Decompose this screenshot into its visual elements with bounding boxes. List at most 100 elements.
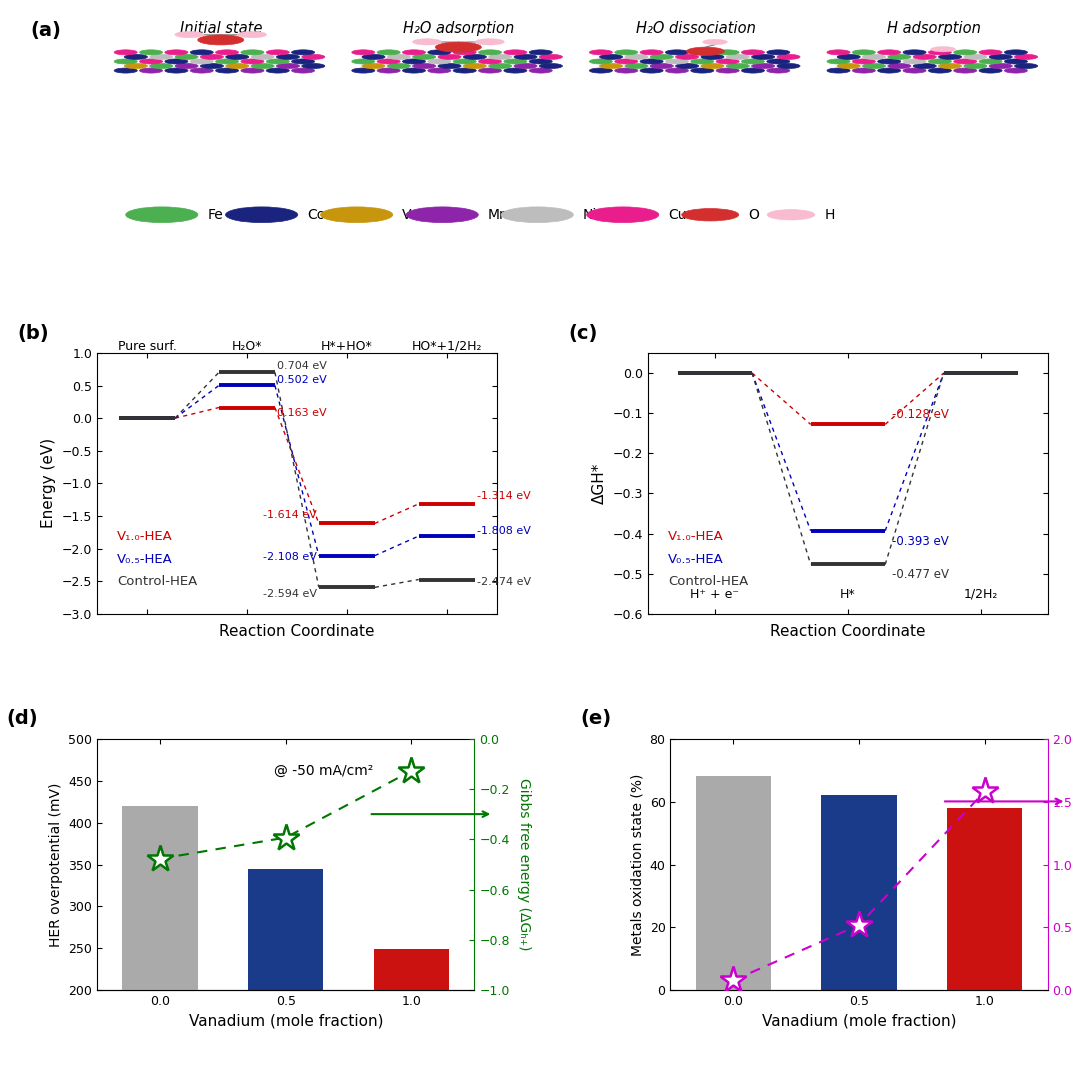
Circle shape (1014, 64, 1038, 68)
Circle shape (124, 64, 148, 68)
Circle shape (903, 50, 926, 55)
Circle shape (903, 59, 926, 64)
Circle shape (292, 50, 314, 55)
Circle shape (888, 64, 910, 68)
Circle shape (615, 68, 638, 73)
Circle shape (963, 54, 987, 60)
Circle shape (863, 54, 886, 60)
Circle shape (377, 59, 401, 64)
Circle shape (504, 68, 527, 73)
Circle shape (190, 68, 213, 73)
Circle shape (428, 50, 450, 55)
Text: (a): (a) (30, 21, 62, 40)
Circle shape (428, 68, 450, 73)
Circle shape (625, 54, 648, 60)
Circle shape (406, 207, 478, 223)
Circle shape (767, 59, 789, 64)
Circle shape (139, 59, 163, 64)
Circle shape (388, 54, 410, 60)
Circle shape (251, 64, 274, 68)
Text: V₀.₅-HEA: V₀.₅-HEA (117, 553, 173, 566)
Text: -1.808 eV: -1.808 eV (476, 526, 530, 536)
Circle shape (238, 31, 267, 37)
Circle shape (852, 50, 876, 55)
Circle shape (190, 50, 213, 55)
Circle shape (599, 54, 623, 60)
Circle shape (388, 64, 410, 68)
Circle shape (201, 64, 224, 68)
Circle shape (939, 64, 961, 68)
Text: V₁.₀-HEA: V₁.₀-HEA (669, 530, 724, 543)
Circle shape (1004, 50, 1027, 55)
Text: HO*+1/2H₂: HO*+1/2H₂ (411, 340, 482, 353)
Circle shape (454, 59, 476, 64)
Circle shape (837, 64, 861, 68)
Circle shape (139, 50, 163, 55)
Circle shape (777, 54, 800, 60)
Text: H adsorption: H adsorption (887, 21, 981, 36)
Circle shape (478, 50, 501, 55)
Circle shape (501, 207, 573, 223)
Circle shape (752, 64, 774, 68)
Text: H*: H* (840, 588, 855, 601)
Text: Mn: Mn (488, 208, 509, 222)
Text: (e): (e) (580, 709, 611, 728)
Circle shape (139, 68, 163, 73)
Circle shape (478, 68, 501, 73)
Text: H₂O*: H₂O* (232, 340, 262, 353)
Text: H⁺ + e⁻: H⁺ + e⁻ (690, 588, 740, 601)
Bar (248, 869, 324, 1065)
Circle shape (726, 54, 750, 60)
Circle shape (665, 50, 688, 55)
Circle shape (742, 59, 765, 64)
Circle shape (438, 64, 461, 68)
Circle shape (475, 38, 504, 45)
Circle shape (321, 207, 393, 223)
Circle shape (165, 59, 188, 64)
Circle shape (539, 64, 563, 68)
Text: H₂O dissociation: H₂O dissociation (636, 21, 756, 36)
Circle shape (691, 50, 714, 55)
Circle shape (175, 54, 198, 60)
Circle shape (590, 50, 612, 55)
Text: O: O (748, 208, 759, 222)
Circle shape (1004, 68, 1027, 73)
X-axis label: Reaction Coordinate: Reaction Coordinate (770, 624, 926, 639)
Circle shape (226, 54, 248, 60)
Circle shape (241, 59, 264, 64)
Circle shape (438, 54, 461, 60)
Circle shape (716, 59, 739, 64)
Y-axis label: Energy (eV): Energy (eV) (41, 439, 56, 528)
Text: @ -50 mA/cm²: @ -50 mA/cm² (274, 765, 373, 779)
Circle shape (852, 68, 876, 73)
Circle shape (640, 68, 663, 73)
Circle shape (352, 59, 375, 64)
Circle shape (428, 59, 450, 64)
Circle shape (726, 64, 750, 68)
Circle shape (241, 50, 264, 55)
Circle shape (226, 64, 248, 68)
Text: 0.704 eV: 0.704 eV (276, 361, 327, 371)
Text: -2.108 eV: -2.108 eV (262, 552, 316, 562)
Circle shape (454, 68, 476, 73)
Circle shape (292, 68, 314, 73)
Circle shape (504, 50, 527, 55)
Circle shape (190, 59, 213, 64)
Y-axis label: Gibbs free energy (ΔGₕ₊): Gibbs free energy (ΔGₕ₊) (516, 779, 530, 951)
Y-axis label: Metals oxidation state (%): Metals oxidation state (%) (630, 773, 644, 955)
Circle shape (276, 64, 299, 68)
Circle shape (954, 59, 976, 64)
Circle shape (665, 68, 688, 73)
Circle shape (435, 43, 482, 52)
Circle shape (914, 64, 936, 68)
Circle shape (676, 54, 699, 60)
Circle shape (175, 64, 198, 68)
Circle shape (377, 50, 401, 55)
Text: Control-HEA: Control-HEA (117, 575, 198, 588)
Circle shape (590, 68, 612, 73)
Circle shape (742, 50, 765, 55)
Circle shape (625, 64, 648, 68)
Circle shape (267, 50, 289, 55)
Circle shape (352, 50, 375, 55)
Circle shape (276, 54, 299, 60)
